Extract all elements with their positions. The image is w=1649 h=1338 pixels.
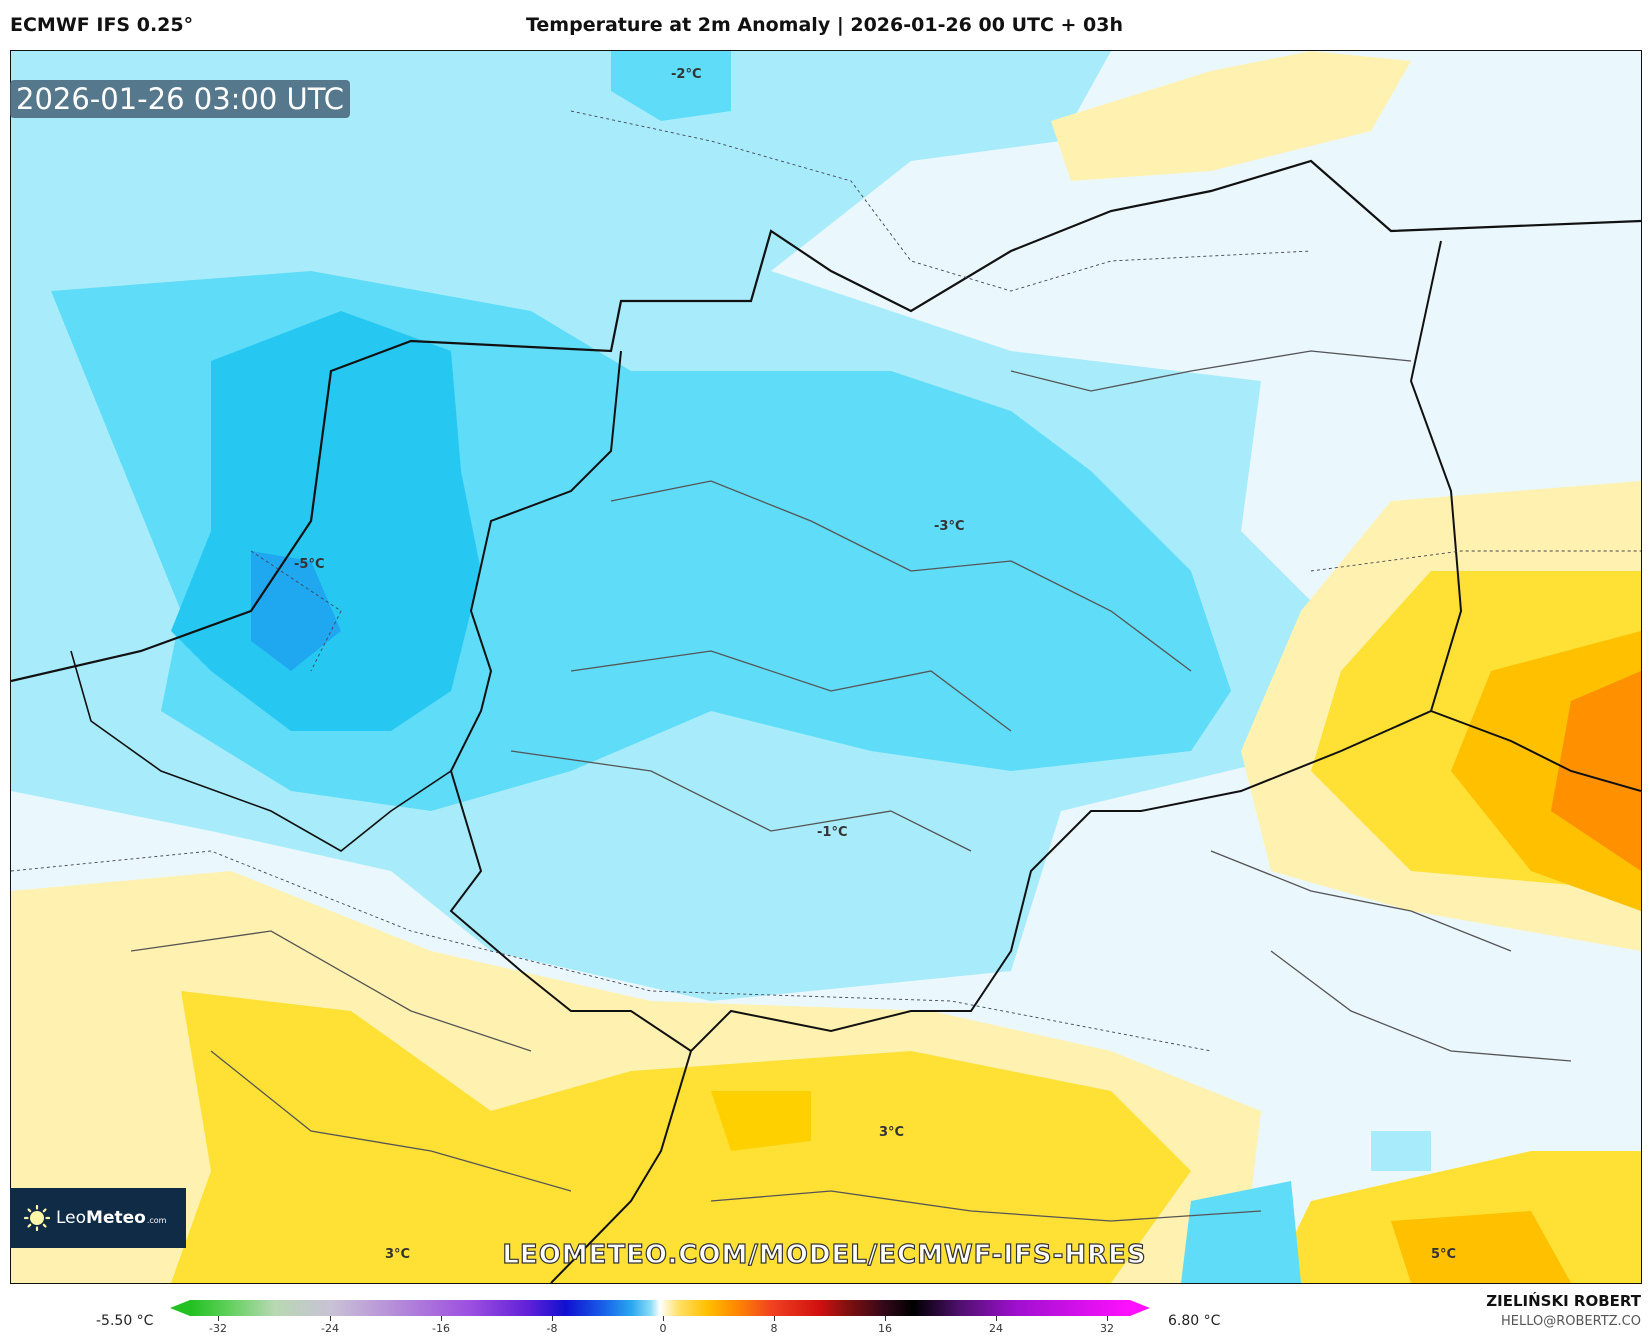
- valid-time-badge: 2026-01-26 03:00 UTC: [10, 80, 351, 118]
- contour-label: -1°C: [817, 825, 848, 840]
- colorbar-tick: -24: [321, 1322, 339, 1335]
- source-url-watermark: LEOMETEO.COM/MODEL/ECMWF-IFS-HRES: [502, 1239, 1147, 1270]
- contour-label: -5°C: [294, 557, 325, 572]
- colorbar-max-arrow: [1130, 1300, 1150, 1316]
- sun-icon: [23, 1204, 51, 1232]
- colorbar-tick: -16: [432, 1322, 450, 1335]
- colorbar-min-arrow: [170, 1300, 190, 1316]
- contour-label: 5°C: [1431, 1247, 1457, 1262]
- contour-label: -2°C: [671, 67, 702, 82]
- field-max-label: 6.80 °C: [1168, 1313, 1221, 1329]
- colorbar-tick: 32: [1100, 1322, 1114, 1335]
- logo-text: LeoMeteo.com: [56, 1208, 167, 1228]
- map-area[interactable]: -2°C -5°C -3°C -1°C 3°C 3°C 5°C: [10, 50, 1642, 1284]
- colorbar-tick: 16: [878, 1322, 892, 1335]
- author-name: ZIELIŃSKI ROBERT: [1486, 1292, 1641, 1310]
- colorbar: [170, 1298, 1150, 1318]
- colorbar-tick: 8: [770, 1322, 778, 1335]
- colorbar-tick: 0: [659, 1322, 667, 1335]
- colorbar-tick: 24: [989, 1322, 1003, 1335]
- colorbar-tick: -32: [209, 1322, 227, 1335]
- field-min-label: -5.50 °C: [96, 1313, 154, 1329]
- colorbar-gradient: [190, 1300, 1130, 1316]
- anomaly-field: [11, 51, 1641, 1283]
- author-email[interactable]: HELLO@ROBERTZ.CO: [1500, 1314, 1641, 1329]
- leometeo-logo[interactable]: LeoMeteo.com: [10, 1188, 186, 1248]
- chart-title: Temperature at 2m Anomaly | 2026-01-26 0…: [525, 14, 1124, 36]
- contour-label: 3°C: [385, 1247, 411, 1262]
- contour-label: 3°C: [879, 1125, 905, 1140]
- contour-label: -3°C: [934, 519, 965, 534]
- model-name: ECMWF IFS 0.25°: [10, 14, 194, 36]
- colorbar-tick: -8: [546, 1322, 558, 1335]
